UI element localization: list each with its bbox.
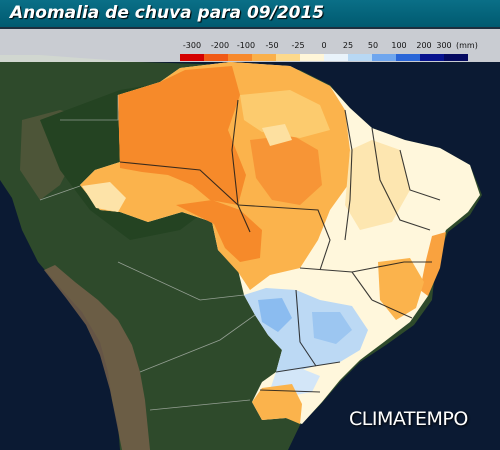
legend-color-swatch bbox=[180, 54, 204, 61]
color-legend: -300 -200 -100 -50 -25 0 25 50 100 200 3… bbox=[180, 41, 480, 61]
legend-tick: -200 bbox=[210, 41, 230, 50]
anomaly-strong-west bbox=[118, 66, 246, 205]
andes-mountains bbox=[44, 265, 150, 450]
legend-color-swatch bbox=[204, 54, 228, 61]
legend-tick: 300 bbox=[436, 41, 452, 50]
legend-color-swatch bbox=[348, 54, 372, 61]
anomaly-strong-center bbox=[176, 200, 262, 262]
anomaly-dry-south bbox=[252, 384, 302, 424]
anomaly-wet-east bbox=[312, 312, 352, 344]
legend-tick: -100 bbox=[236, 41, 256, 50]
anomaly-moderate-north bbox=[240, 90, 330, 138]
legend-labels: -300 -200 -100 -50 -25 0 25 50 100 200 3… bbox=[180, 41, 480, 53]
legend-tick: 0 bbox=[321, 41, 327, 50]
anomaly-southeast-orange bbox=[378, 258, 424, 320]
legend-tick: -300 bbox=[182, 41, 202, 50]
anomaly-east-coast-orange bbox=[420, 232, 446, 296]
state-borders bbox=[119, 99, 441, 393]
legend-color-swatch bbox=[300, 54, 324, 61]
country-borders bbox=[39, 95, 256, 411]
map-title: Anomalia de chuva para 09/2015 bbox=[10, 3, 325, 23]
legend-color-bar bbox=[180, 54, 468, 61]
legend-tick: 50 bbox=[367, 41, 379, 50]
title-bar: Anomalia de chuva para 09/2015 bbox=[0, 0, 500, 29]
legend-color-swatch bbox=[228, 54, 252, 61]
anomaly-pale-spot bbox=[262, 124, 292, 146]
anomaly-strong-para bbox=[250, 135, 322, 205]
legend-tick: -50 bbox=[265, 41, 279, 50]
legend-color-swatch bbox=[276, 54, 300, 61]
legend-color-swatch bbox=[420, 54, 444, 61]
legend-tick: 100 bbox=[391, 41, 407, 50]
legend-color-swatch bbox=[372, 54, 396, 61]
legend-tick: 25 bbox=[342, 41, 354, 50]
legend-unit: (mm) bbox=[456, 41, 478, 50]
legend-color-swatch bbox=[324, 54, 348, 61]
legend-tick: -25 bbox=[291, 41, 305, 50]
legend-tick: 200 bbox=[416, 41, 432, 50]
legend-color-swatch bbox=[444, 54, 468, 61]
anomaly-wet-core bbox=[258, 298, 292, 332]
anomaly-pale-west bbox=[82, 182, 126, 212]
legend-color-swatch bbox=[252, 54, 276, 61]
legend-color-swatch bbox=[396, 54, 420, 61]
climatempo-logo: CLIMATEMPO bbox=[349, 408, 468, 430]
